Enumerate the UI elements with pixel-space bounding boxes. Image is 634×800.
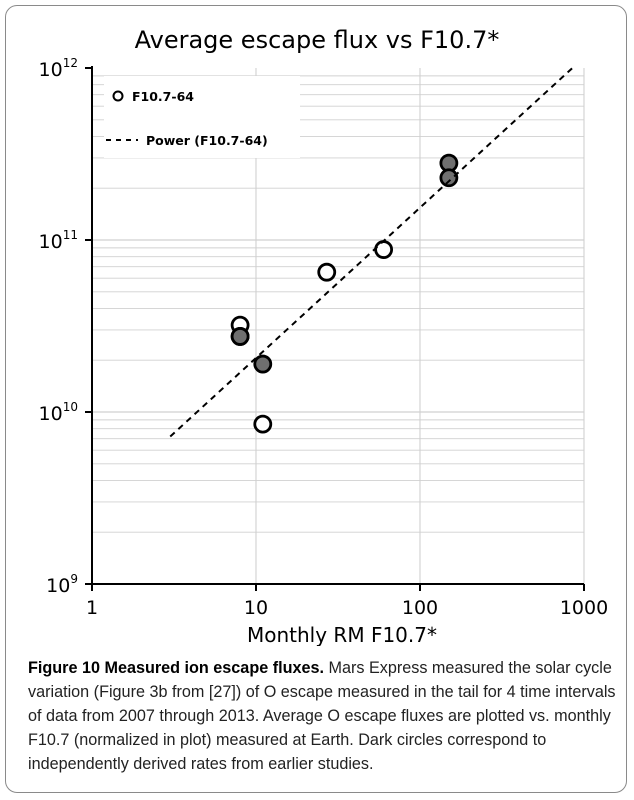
x-tick-label: 1 xyxy=(86,597,98,619)
legend-open-circle-icon xyxy=(112,90,124,102)
filled-data-point xyxy=(253,354,273,374)
x-tick-label: 10 xyxy=(244,597,268,619)
x-axis-label: Monthly RM F10.7* xyxy=(247,623,437,646)
x-tick-label: 100 xyxy=(402,597,438,619)
chart-svg: Average escape flux vs F10.7* 1091010101… xyxy=(39,26,609,646)
caption-title: Figure 10 Measured ion escape fluxes. xyxy=(28,659,324,677)
legend-label: Power (F10.7-64) xyxy=(146,133,268,148)
y-tick-label: 1010 xyxy=(39,400,78,425)
tick-labels: 109 1010 1011 1012 1 10 100 1000 xyxy=(39,56,609,619)
legend-label: F10.7-64 xyxy=(132,89,194,104)
figure-caption: Figure 10 Measured ion escape fluxes. Ma… xyxy=(28,656,618,776)
y-tick-label: 109 xyxy=(46,572,78,597)
y-tick-label: 1011 xyxy=(39,228,78,253)
open-data-point xyxy=(374,240,394,259)
legend-box xyxy=(104,76,300,158)
filled-data-point xyxy=(230,327,250,346)
open-data-point xyxy=(253,414,273,434)
data-series xyxy=(169,67,574,438)
caption-text: Mars Express measured the solar cycle va… xyxy=(28,659,616,773)
figure-frame: Average escape flux vs F10.7* 109 1010 101… xyxy=(5,5,627,793)
power-fit-line xyxy=(169,67,574,438)
y-tick-label: 1012 xyxy=(39,56,78,81)
axes xyxy=(85,66,585,591)
filled-data-point xyxy=(439,168,459,188)
x-tick-label: 1000 xyxy=(560,597,608,619)
grid-lines xyxy=(91,68,585,585)
open-data-point xyxy=(317,262,337,282)
legend: F10.7-64 Power (F10.7-64) xyxy=(104,76,300,158)
chart-title: Average escape flux vs F10.7* xyxy=(135,26,500,54)
